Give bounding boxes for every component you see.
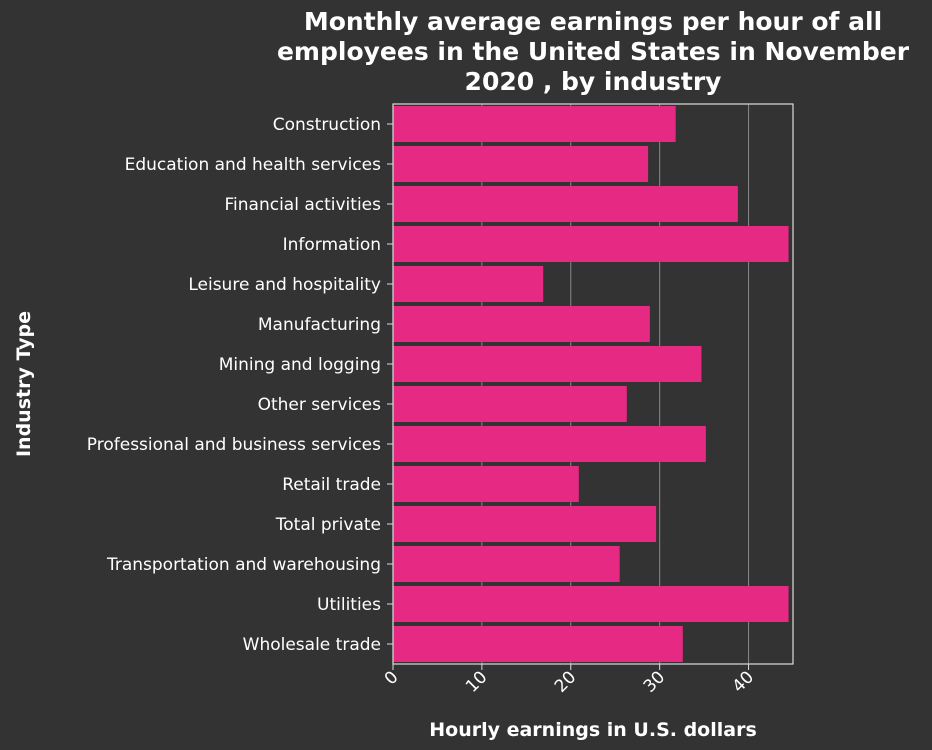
y-tick-label: Construction: [273, 115, 381, 135]
chart-title-line-1: Monthly average earnings per hour of all: [304, 7, 882, 36]
bar: [393, 306, 650, 342]
y-tick-label: Wholesale trade: [243, 635, 381, 655]
y-tick-label: Transportation and warehousing: [106, 555, 381, 575]
y-tick-label: Professional and business services: [87, 435, 381, 455]
y-tick-label: Retail trade: [282, 475, 381, 495]
y-tick-label: Education and health services: [125, 155, 382, 175]
bar: [393, 466, 579, 502]
plot-area: Construction Education and health service…: [87, 103, 794, 697]
x-tick-label: 30: [640, 667, 669, 696]
y-tick-label: Manufacturing: [258, 315, 381, 335]
bar: [393, 586, 789, 622]
chart-title-line-3: 2020 , by industry: [465, 67, 722, 96]
bar: [393, 426, 706, 462]
plot-border: [392, 103, 794, 665]
bar: [393, 226, 789, 262]
bar: [393, 146, 649, 182]
x-tick-label: 20: [551, 667, 580, 696]
bar: [393, 346, 702, 382]
bar: [393, 626, 683, 662]
y-tick-label: Financial activities: [225, 195, 382, 215]
x-axis-title: Hourly earnings in U.S. dollars: [429, 719, 757, 741]
bar: [393, 546, 620, 582]
y-axis-title: Industry Type: [13, 311, 35, 457]
x-tick-label: 10: [462, 667, 491, 696]
bar: [393, 106, 676, 142]
x-tick-label: 40: [729, 667, 758, 696]
y-tick-label: Information: [283, 235, 381, 255]
y-tick-label: Total private: [275, 515, 381, 535]
bar: [393, 506, 657, 542]
y-tick-label: Utilities: [317, 595, 381, 615]
chart-title-line-2: employees in the United States in Novemb…: [277, 37, 910, 66]
y-tick-label: Other services: [258, 395, 382, 415]
bar: [393, 266, 544, 302]
x-tick-label: 0: [381, 667, 403, 689]
y-tick-label: Mining and logging: [219, 355, 381, 375]
bar: [393, 186, 738, 222]
y-tick-label: Leisure and hospitality: [188, 275, 381, 295]
bar: [393, 386, 627, 422]
